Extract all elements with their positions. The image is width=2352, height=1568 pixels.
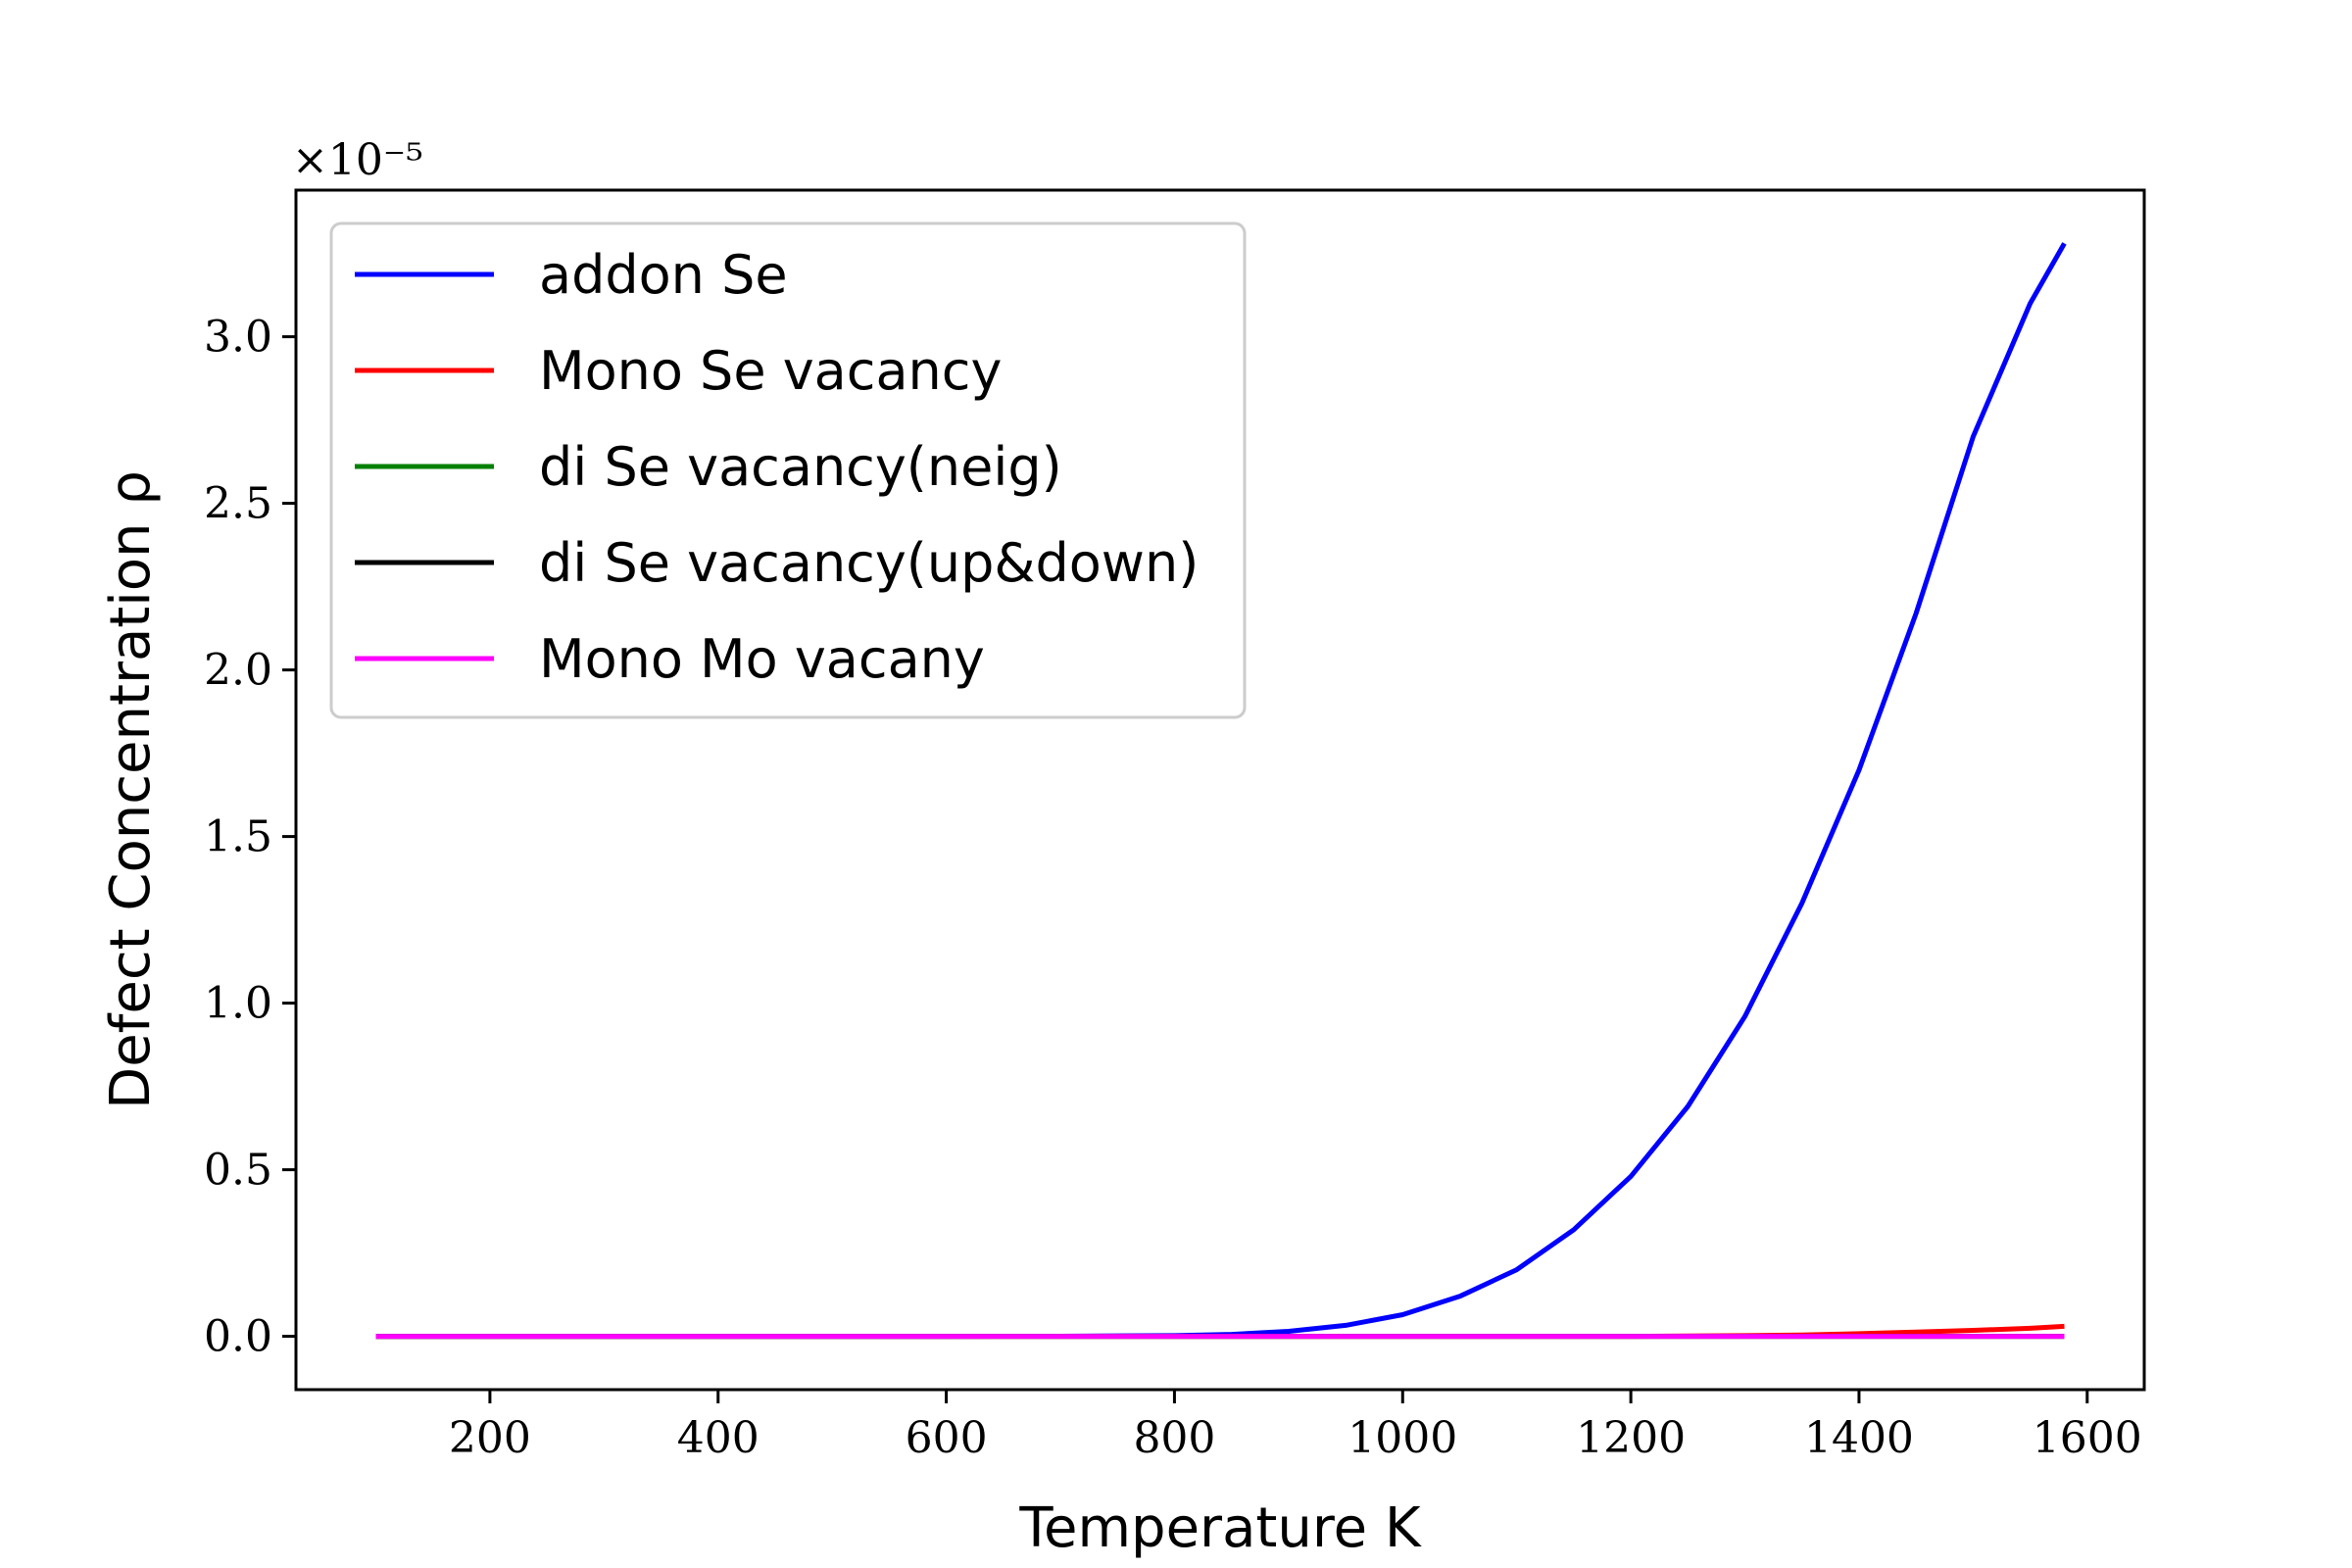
legend-label-mono-mo-vacany: Mono Mo vacany [539, 628, 985, 690]
y-axis-ticks: 0.0 0.5 1.0 1.5 2.0 2.5 3.0 [204, 313, 296, 1362]
y-tick-label: 0.5 [204, 1146, 272, 1196]
legend-label-di-se-vacancy-up-down: di Se vacancy(up&down) [539, 532, 1199, 594]
legend-entries: addon Se Mono Se vacancy di Se vacancy(nei… [355, 244, 1199, 690]
legend-label-mono-se-vacancy: Mono Se vacancy [539, 340, 1002, 402]
plot-frame [294, 188, 2146, 1392]
x-tick-label: 1200 [1576, 1413, 1686, 1463]
x-tick-label: 1600 [2033, 1413, 2142, 1463]
y-tick-label: 3.0 [204, 313, 272, 363]
legend-label-di-se-vacancy-neig: di Se vacancy(neig) [539, 436, 1062, 498]
series-layer [375, 242, 2067, 1340]
y-axis-label: Defect Concentration ρ [99, 470, 163, 1109]
y-tick-label: 0.0 [204, 1312, 272, 1362]
legend: addon Se Mono Se vacancy di Se vacancy(nei… [329, 221, 1247, 719]
legend-label-addon-se: addon Se [539, 244, 788, 306]
y-tick-label: 1.5 [204, 812, 272, 862]
y-tick-label: 2.5 [204, 479, 272, 529]
x-tick-label: 600 [906, 1413, 988, 1463]
y-axis-offset-label: ×10⁻⁵ [292, 135, 423, 185]
y-tick-label: 2.0 [204, 646, 272, 696]
x-tick-label: 800 [1133, 1413, 1215, 1463]
x-axis-label: Temperature K [1018, 1496, 1422, 1560]
legend-box [329, 221, 1247, 719]
x-tick-label: 1000 [1348, 1413, 1457, 1463]
x-axis-ticks: 200 400 600 800 1000 1200 1400 1600 [449, 1390, 2142, 1463]
x-tick-label: 1400 [1804, 1413, 1914, 1463]
x-tick-label: 400 [677, 1413, 760, 1463]
x-tick-label: 200 [449, 1413, 531, 1463]
y-tick-label: 1.0 [204, 979, 272, 1029]
